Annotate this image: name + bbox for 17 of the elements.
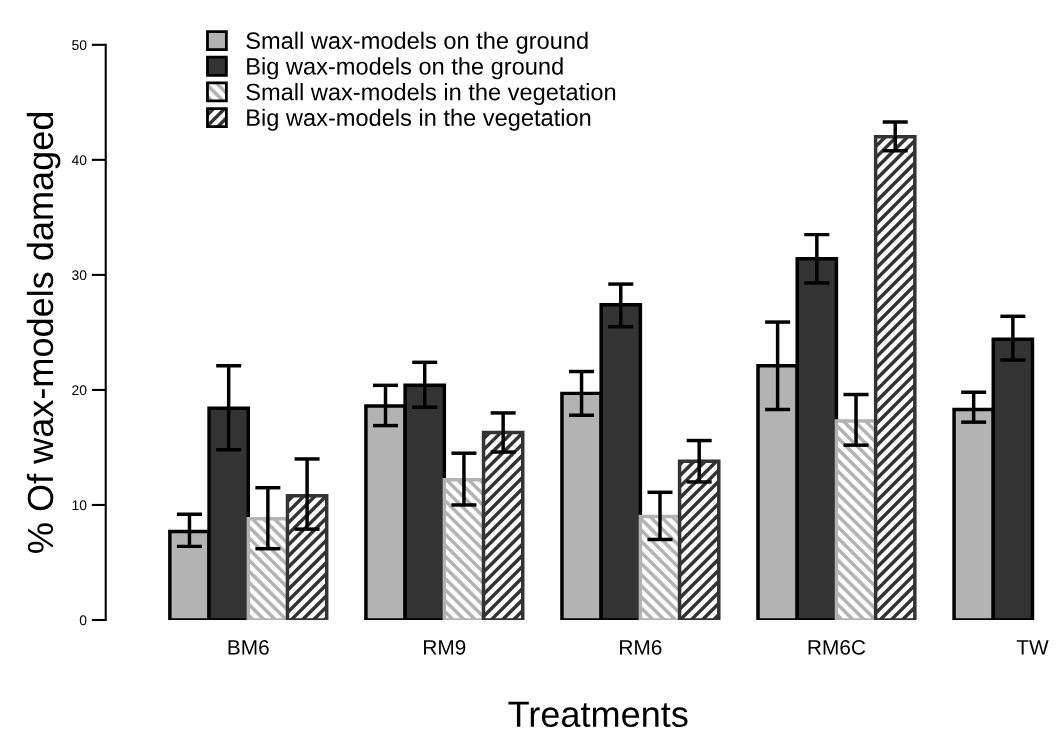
legend-label: Big wax-models on the ground: [247, 57, 563, 80]
y-tick-label: 40: [71, 155, 87, 166]
y-tick-label: 10: [72, 500, 87, 511]
y-tick-label: 30: [72, 270, 87, 281]
x-axis-title: Treatments: [508, 701, 688, 728]
y-tick-label: 20: [72, 385, 87, 396]
y-axis-title: % Of wax-models damaged: [26, 112, 61, 553]
x-tick-label: RM9: [424, 640, 466, 655]
x-tick-label: BM6: [228, 640, 269, 655]
x-tick-label: RM6: [620, 640, 662, 655]
y-tick-label: 0: [79, 615, 87, 626]
x-tick-label: RM6C: [808, 640, 866, 655]
y-tick-label: 50: [72, 40, 87, 50]
legend-label: Big wax-models in the vegetation: [247, 108, 591, 131]
legend-label: Small wax-models in the vegetation: [246, 83, 616, 106]
legend-label: Small wax-models on the ground: [246, 31, 588, 54]
x-tick-label: TW: [1016, 640, 1049, 655]
